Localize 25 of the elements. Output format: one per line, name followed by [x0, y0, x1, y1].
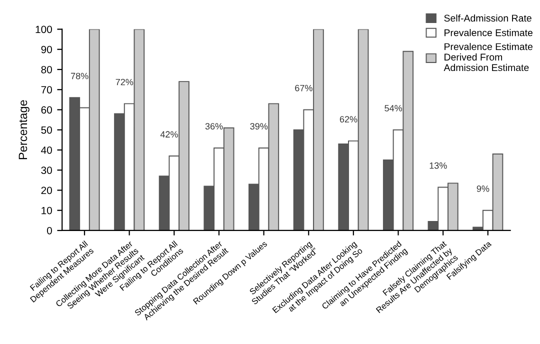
annotation: 36%: [205, 123, 223, 130]
y-tick-label: 20: [41, 186, 52, 194]
annotation: 42%: [160, 131, 178, 138]
annotation: 72%: [116, 78, 134, 86]
y-tick-label: 70: [41, 86, 52, 94]
y-tick-label: 10: [42, 206, 52, 214]
annotation: 13%: [430, 162, 447, 169]
annotation: 54%: [384, 105, 402, 112]
y-tick-label: 40: [41, 146, 52, 154]
y-axis-title: Percentage: [18, 100, 30, 160]
y-tick-label: 0: [46, 226, 52, 234]
annotation: 39%: [250, 123, 268, 130]
legend-label: Prevalence Estimate: [444, 29, 532, 36]
y-tick-label: 30: [41, 166, 52, 174]
y-tick-label: 80: [41, 66, 52, 74]
annotation: 78%: [71, 72, 88, 80]
y-tick-label: 100: [36, 26, 52, 34]
y-tick-label: 90: [41, 46, 52, 54]
y-tick-label: 60: [41, 106, 52, 114]
annotation: 67%: [295, 84, 312, 92]
legend-label: Self-Admission Rate: [444, 14, 532, 22]
y-tick-label: 50: [41, 126, 52, 134]
legend-label: Prevalence Estimate Derived From Admission Estimate: [444, 42, 532, 72]
annotation: 62%: [340, 116, 358, 122]
annotation: 9%: [476, 186, 490, 192]
